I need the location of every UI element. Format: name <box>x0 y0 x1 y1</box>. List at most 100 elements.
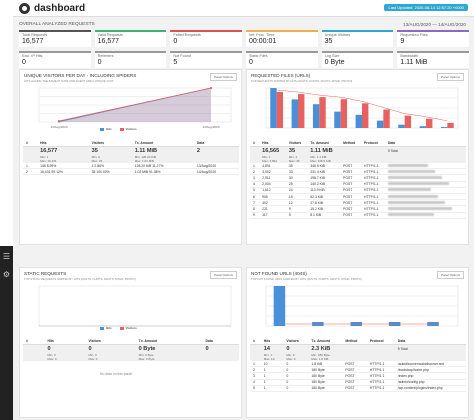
col-data[interactable]: Data <box>394 338 466 345</box>
gear-icon[interactable]: ⚙ <box>2 270 11 279</box>
col-method[interactable]: Method <box>340 140 362 147</box>
cell-tx: 346.5 KiB <box>307 163 341 170</box>
stat-label: Static Files <box>248 54 268 58</box>
table-row[interactable]: 2 1 0 180 Byte POST HTTP/1.1/bootstrap/home.p… <box>250 366 466 374</box>
top-bar: dashboard Last Updated: 2020-08-14 12:57… <box>13 0 474 17</box>
cell-proto: HTTP/1.1 <box>366 385 395 392</box>
cell-proto: HTTP/1.1 <box>361 205 385 213</box>
visitors-chart: 13/Aug/2020 14/Aug/2020 <box>38 87 232 129</box>
min-visitors: Min: 0 <box>283 353 309 357</box>
hits-bar <box>355 114 362 128</box>
cell-n: 5 <box>250 187 260 194</box>
col-method[interactable]: Method <box>342 338 367 345</box>
visitors-line <box>58 87 212 122</box>
sum-data: 0 <box>202 344 239 353</box>
menu-icon[interactable]: ☰ <box>2 252 11 261</box>
sum-data: 2 <box>193 146 239 155</box>
legend-hits: Hits <box>106 326 112 330</box>
col-visitors[interactable]: Visitors <box>285 140 308 147</box>
table-row[interactable]: 1 4,891 35 346.5 KiB POST HTTP/1.1 <box>250 163 466 170</box>
col-visitors[interactable]: Visitors <box>283 338 309 345</box>
no-data-message: No data on this panel <box>100 372 133 376</box>
col-protocol[interactable]: Protocol <box>361 140 385 147</box>
cell-tx: 180 Byte <box>308 372 343 380</box>
col-tx[interactable]: Tx. Amount <box>308 338 343 345</box>
cell-data: 14/Aug/2020 <box>193 168 239 176</box>
stat-label: Failed Requests <box>173 33 201 37</box>
sum-data: 9 Total <box>384 146 466 155</box>
table-row[interactable]: 9 117 5 8.1 KiB POST HTTP/1.1 <box>250 212 466 219</box>
col-visitors[interactable]: Visitors <box>85 338 136 345</box>
visitors-bar <box>276 92 284 128</box>
overall-title: OVERALL ANALYZED REQUESTS <box>19 22 95 27</box>
table-row[interactable]: 1 146 8.99% 1 2.86% 128.20 KiB 11.27% 13/Aug… <box>23 163 239 170</box>
col-protocol[interactable]: Protocol <box>366 338 395 345</box>
overall-cards: Total Requests 16,577 Valid Requests 16,577… <box>19 30 469 68</box>
cell-data-redacted <box>384 181 466 188</box>
cell-data: /autodiscover/autodiscover.xml <box>394 361 466 368</box>
min-hits: Min: 1 <box>37 155 89 159</box>
stat-label: Excl. IP Hits <box>22 54 43 58</box>
visitors-bar <box>298 94 305 128</box>
col-num[interactable]: # <box>23 140 38 147</box>
col-data[interactable]: Data <box>384 140 466 147</box>
stat-card: Unique Visitors 35 <box>321 30 394 47</box>
last-updated-badge: Last Updated: 2020-08-14 12:57:20 +0000 <box>384 4 468 11</box>
max-hits: Max: 16,431 <box>37 159 89 163</box>
cell-proto: HTTP/1.1 <box>361 163 385 170</box>
cell-method: POST <box>342 385 367 392</box>
panel-options-button[interactable]: Panel Options <box>210 271 237 279</box>
panel-subtitle: TOP STATIC REQUESTS SORTED BY HITS [AVGT… <box>24 277 136 281</box>
col-data[interactable]: Data <box>193 140 239 147</box>
hits-bar <box>376 120 384 128</box>
col-visitors[interactable]: Visitors <box>88 140 132 147</box>
table-row[interactable]: 3 1 0 180 Byte POST HTTP/1.1/index.php <box>250 372 466 380</box>
table-row[interactable]: 2 3,502 33 231.4 KiB POST HTTP/1.1 <box>250 168 466 176</box>
cell-visitors: 0 <box>283 379 309 386</box>
stat-value: 5 <box>173 59 178 66</box>
col-hits[interactable]: Hits <box>44 338 86 345</box>
max-hits: Max: 0 <box>44 357 86 361</box>
visitors-bar <box>319 97 326 128</box>
col-hits[interactable]: Hits <box>37 140 89 147</box>
panel-title: STATIC REQUESTS <box>24 271 67 276</box>
table-row[interactable]: 6 905 18 62.3 KiB POST HTTP/1.1 <box>250 193 466 201</box>
cell-method: POST <box>340 205 362 213</box>
col-num[interactable]: # <box>250 338 261 345</box>
stat-card: Requested Files 9 <box>397 30 469 47</box>
table-row[interactable]: 7 402 12 27.8 KiB POST HTTP/1.1 <box>250 199 466 207</box>
table-row[interactable]: 3 2,911 30 198.7 KiB POST HTTP/1.1 <box>250 174 466 182</box>
visitors-trend <box>276 89 448 122</box>
table-row[interactable]: 4 2,004 28 140.2 KiB POST HTTP/1.1 <box>250 181 466 188</box>
cell-tx: 180 Byte <box>308 379 343 386</box>
col-hits[interactable]: Hits <box>259 140 286 147</box>
cell-method: POST <box>340 174 362 182</box>
max-hits: Max: 4,891 <box>259 159 286 163</box>
table-row[interactable]: 5 1 0 180 Byte POST HTTP/1.1/wp-content/plugi… <box>250 385 466 392</box>
cell-proto: HTTP/1.1 <box>366 361 395 368</box>
col-num[interactable]: # <box>250 140 260 147</box>
min-hits: Min: 0 <box>44 353 86 357</box>
panel-options-button[interactable]: Panel Options <box>437 271 464 279</box>
col-hits[interactable]: Hits <box>260 338 284 345</box>
max-visitors: Max: 0 <box>85 357 136 361</box>
table-row[interactable]: 2 16,431 99.12% 35 100.00% 1.02 MiB 91.38% 1… <box>23 168 239 176</box>
cell-n: 2 <box>250 366 261 374</box>
sum-tx: 1.11 MiB <box>307 146 341 155</box>
table-row[interactable]: 1 10 0 1.8 KiB POST HTTP/1.1/autodiscover/aut… <box>250 361 466 368</box>
cell-tx: 1.02 MiB 91.38% <box>131 168 194 176</box>
col-tx[interactable]: Tx. Amount <box>131 140 194 147</box>
col-tx[interactable]: Tx. Amount <box>135 338 203 345</box>
col-num[interactable]: # <box>23 338 45 345</box>
cell-tx: 110.9 KiB <box>307 187 341 194</box>
table-row[interactable]: 4 1 0 180 Byte POST HTTP/1.1/admin/config.php <box>250 379 466 386</box>
table-row[interactable]: 8 221 9 15.2 KiB POST HTTP/1.1 <box>250 205 466 213</box>
panel-options-button[interactable]: Panel Options <box>437 73 464 81</box>
col-data[interactable]: Data <box>202 338 239 345</box>
min-visitors: Min: 0 <box>88 155 132 159</box>
col-tx[interactable]: Tx. Amount <box>307 140 341 147</box>
files-panel: REQUESTED FILES (URLS) TOP REQUESTS SORT… <box>246 69 469 245</box>
table-row[interactable]: 5 1,612 24 110.9 KiB POST HTTP/1.1 <box>250 187 466 194</box>
panel-options-button[interactable]: Panel Options <box>210 73 237 81</box>
stat-value: 0 <box>97 59 102 66</box>
